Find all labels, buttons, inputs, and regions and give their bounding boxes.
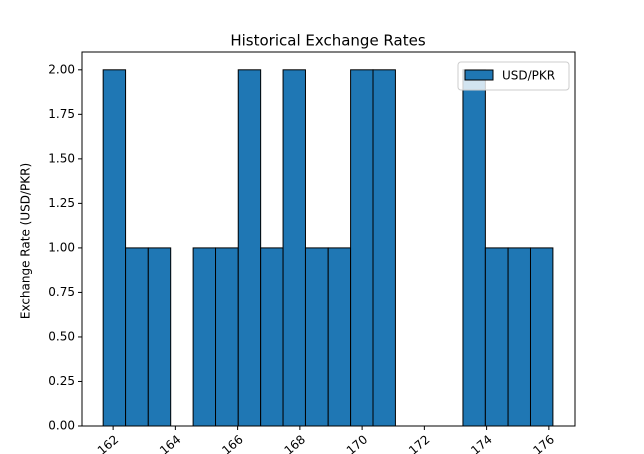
bar <box>215 247 239 427</box>
legend-swatch <box>464 69 494 81</box>
bar <box>529 247 554 427</box>
bar <box>484 247 509 427</box>
bar <box>237 69 262 427</box>
x-tick-label: 162 <box>95 432 122 454</box>
x-tick-label: 166 <box>219 432 246 454</box>
chart-title: Historical Exchange Rates <box>230 32 425 50</box>
y-tick-label: 1.75 <box>48 107 75 121</box>
bar <box>282 69 306 427</box>
bar <box>304 247 329 427</box>
y-tick-label: 2.00 <box>48 62 75 76</box>
x-tick-label: 170 <box>344 432 371 454</box>
y-tick-label: 0.75 <box>48 285 75 299</box>
bar <box>260 247 284 427</box>
y-tick-label: 1.00 <box>48 240 75 254</box>
y-tick-label: 1.50 <box>48 151 75 165</box>
bar <box>350 69 374 427</box>
y-tick-label: 1.25 <box>48 196 75 210</box>
bar <box>102 69 127 427</box>
x-tick-label: 164 <box>157 432 184 454</box>
y-axis-label: Exchange Rate (USD/PKR) <box>19 163 33 319</box>
bar <box>327 247 352 427</box>
x-tick-label: 174 <box>468 432 495 454</box>
y-tick-label: 0.00 <box>48 419 75 433</box>
legend-label: USD/PKR <box>502 69 555 83</box>
x-tick-label: 176 <box>530 432 557 454</box>
bar <box>147 247 172 427</box>
x-tick-label: 168 <box>281 432 308 454</box>
y-tick-label: 0.25 <box>48 374 75 388</box>
bar <box>372 69 396 427</box>
bar <box>507 247 531 427</box>
plot-frame <box>81 51 576 427</box>
bar <box>125 247 149 427</box>
x-tick-label: 172 <box>406 432 433 454</box>
legend-box <box>457 61 570 91</box>
bar <box>462 69 486 427</box>
bar <box>192 247 217 427</box>
y-tick-label: 0.50 <box>48 329 75 343</box>
